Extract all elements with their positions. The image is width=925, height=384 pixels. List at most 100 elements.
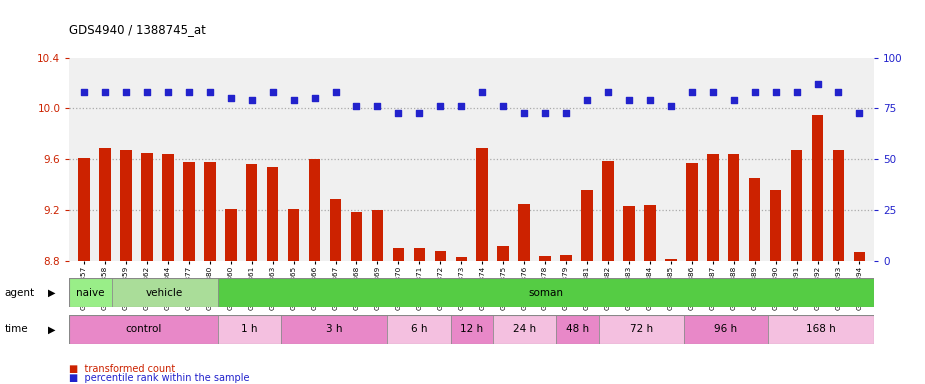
Bar <box>309 159 320 261</box>
Point <box>244 97 259 103</box>
Point <box>537 109 552 116</box>
Bar <box>665 258 676 261</box>
Bar <box>561 255 572 261</box>
Point <box>118 89 133 95</box>
Bar <box>769 315 874 344</box>
Bar <box>623 207 635 261</box>
Bar <box>225 209 237 261</box>
Bar <box>435 251 446 261</box>
Bar <box>183 162 194 261</box>
Text: vehicle: vehicle <box>146 288 183 298</box>
Text: GDS4940 / 1388745_at: GDS4940 / 1388745_at <box>69 23 206 36</box>
Point <box>559 109 574 116</box>
Text: agent: agent <box>5 288 35 298</box>
Point <box>265 89 280 95</box>
Bar <box>686 163 697 261</box>
Bar <box>832 151 845 261</box>
Bar <box>69 278 112 307</box>
Point <box>433 103 448 109</box>
Bar <box>162 154 174 261</box>
Bar <box>288 209 300 261</box>
Bar <box>351 212 363 261</box>
Point <box>98 89 113 95</box>
Bar <box>770 190 782 261</box>
Bar <box>112 278 217 307</box>
Text: 168 h: 168 h <box>807 324 836 334</box>
Point <box>412 109 426 116</box>
Bar <box>217 315 281 344</box>
Bar <box>498 246 509 261</box>
Point <box>663 103 678 109</box>
Text: control: control <box>125 324 162 334</box>
Text: 24 h: 24 h <box>513 324 536 334</box>
Point <box>328 89 343 95</box>
Point <box>454 103 469 109</box>
Point <box>223 95 238 101</box>
Point <box>77 89 92 95</box>
Text: ▶: ▶ <box>48 288 55 298</box>
Point <box>475 89 489 95</box>
Bar <box>120 151 131 261</box>
Text: 72 h: 72 h <box>630 324 653 334</box>
Point <box>203 89 217 95</box>
Point <box>349 103 364 109</box>
Text: 12 h: 12 h <box>460 324 483 334</box>
Bar <box>476 148 488 261</box>
Text: 96 h: 96 h <box>714 324 737 334</box>
Bar <box>812 115 823 261</box>
Bar <box>450 315 493 344</box>
Point <box>643 97 658 103</box>
Bar <box>707 154 719 261</box>
Point <box>496 103 511 109</box>
Point <box>726 97 741 103</box>
Bar <box>142 153 153 261</box>
Text: ■  percentile rank within the sample: ■ percentile rank within the sample <box>69 373 250 383</box>
Bar <box>728 154 739 261</box>
Bar <box>602 161 613 261</box>
Text: 48 h: 48 h <box>566 324 589 334</box>
Bar <box>99 148 111 261</box>
Point <box>370 103 385 109</box>
Point <box>810 81 825 87</box>
Bar <box>854 252 865 261</box>
Bar <box>598 315 684 344</box>
Text: time: time <box>5 324 29 334</box>
Point <box>684 89 699 95</box>
Point <box>747 89 762 95</box>
Bar <box>557 315 598 344</box>
Point <box>307 95 322 101</box>
Bar <box>217 278 874 307</box>
Text: 1 h: 1 h <box>241 324 258 334</box>
Text: 3 h: 3 h <box>326 324 342 334</box>
Point <box>286 97 301 103</box>
Text: ▶: ▶ <box>48 324 55 334</box>
Point <box>580 97 595 103</box>
Bar <box>684 315 769 344</box>
Point <box>831 89 845 95</box>
Bar <box>392 248 404 261</box>
Bar <box>372 210 383 261</box>
Bar <box>455 257 467 261</box>
Bar <box>413 248 426 261</box>
Text: naive: naive <box>76 288 105 298</box>
Point <box>600 89 615 95</box>
Point <box>852 109 867 116</box>
Point <box>706 89 721 95</box>
Point <box>789 89 804 95</box>
Bar <box>493 315 557 344</box>
Point <box>391 109 406 116</box>
Bar <box>69 315 217 344</box>
Bar <box>267 167 278 261</box>
Bar <box>387 315 450 344</box>
Text: soman: soman <box>528 288 563 298</box>
Bar <box>204 162 216 261</box>
Bar <box>749 179 760 261</box>
Bar <box>644 205 656 261</box>
Bar <box>518 204 530 261</box>
Bar <box>330 199 341 261</box>
Point <box>622 97 636 103</box>
Point <box>517 109 532 116</box>
Point <box>160 89 175 95</box>
Bar <box>246 164 257 261</box>
Bar <box>281 315 387 344</box>
